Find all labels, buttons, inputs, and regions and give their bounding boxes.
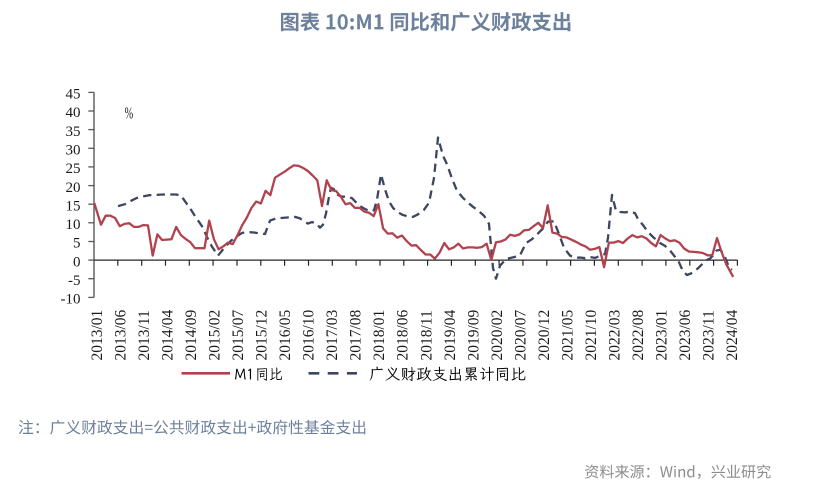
svg-text:2019/09: 2019/09 — [465, 309, 482, 360]
svg-text:2022/08: 2022/08 — [630, 309, 647, 360]
svg-text:2020/07: 2020/07 — [512, 309, 529, 360]
svg-text:2021/10: 2021/10 — [583, 309, 600, 360]
svg-text:30: 30 — [66, 143, 81, 159]
svg-text:2021/05: 2021/05 — [559, 309, 576, 360]
svg-text:2022/03: 2022/03 — [606, 309, 623, 360]
svg-text:2013/11: 2013/11 — [136, 310, 153, 360]
svg-text:35: 35 — [66, 124, 81, 140]
svg-text:2014/04: 2014/04 — [160, 309, 177, 360]
svg-text:45: 45 — [66, 87, 81, 103]
svg-text:2015/02: 2015/02 — [207, 310, 224, 361]
svg-text:2020/12: 2020/12 — [536, 310, 553, 361]
svg-text:2023/11: 2023/11 — [700, 310, 717, 360]
svg-text:2019/04: 2019/04 — [442, 309, 459, 360]
svg-text:2018/01: 2018/01 — [371, 310, 388, 361]
svg-text:25: 25 — [66, 161, 81, 177]
svg-text:2013/06: 2013/06 — [113, 309, 130, 360]
svg-text:2024/04: 2024/04 — [724, 309, 741, 360]
svg-text:2017/03: 2017/03 — [324, 309, 341, 360]
svg-text:2014/09: 2014/09 — [183, 309, 200, 360]
svg-text:2023/06: 2023/06 — [677, 309, 694, 360]
svg-text:2020/02: 2020/02 — [489, 310, 506, 361]
svg-text:2018/11: 2018/11 — [418, 310, 435, 360]
svg-text:2016/10: 2016/10 — [301, 309, 318, 360]
svg-text:2016/05: 2016/05 — [277, 309, 294, 360]
svg-text:2023/01: 2023/01 — [653, 310, 670, 361]
svg-text:-5: -5 — [68, 273, 81, 289]
svg-text:0: 0 — [73, 254, 81, 270]
svg-text:%: % — [125, 104, 134, 122]
svg-text:2015/12: 2015/12 — [254, 310, 271, 361]
svg-text:2017/08: 2017/08 — [348, 309, 365, 360]
svg-text:5: 5 — [73, 236, 81, 252]
svg-text:2018/06: 2018/06 — [395, 309, 412, 360]
svg-text:2015/07: 2015/07 — [230, 309, 247, 360]
svg-text:-10: -10 — [61, 292, 81, 308]
svg-text:10: 10 — [66, 217, 81, 233]
svg-text:15: 15 — [66, 198, 81, 214]
svg-text:40: 40 — [66, 105, 81, 121]
svg-text:20: 20 — [66, 180, 81, 196]
svg-text:2013/01: 2013/01 — [89, 310, 106, 361]
